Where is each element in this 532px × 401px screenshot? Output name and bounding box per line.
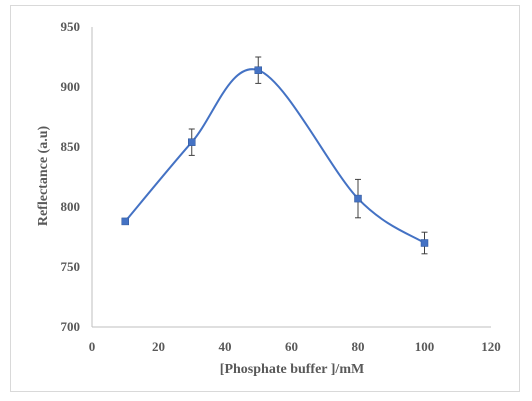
series-line [124, 68, 426, 244]
data-point [420, 239, 429, 247]
x-tick-label: 0 [89, 339, 96, 354]
x-tick-labels: 0 20 40 60 80 100 120 [89, 339, 501, 354]
x-tick-label: 40 [219, 339, 232, 354]
y-axis-title: Reflectance (a.u) [36, 126, 51, 227]
x-tick-label: 80 [352, 339, 365, 354]
y-tick-label: 800 [61, 199, 81, 214]
x-tick-label: 100 [415, 339, 435, 354]
y-tick-label: 900 [61, 79, 81, 94]
data-point [354, 194, 362, 203]
x-tick-label: 60 [285, 339, 298, 354]
x-tick-label: 20 [152, 339, 165, 354]
y-tick-label: 750 [61, 259, 81, 274]
data-markers [121, 66, 429, 247]
data-point [121, 217, 129, 226]
axes [91, 27, 491, 328]
data-point [254, 66, 262, 74]
y-tick-label: 700 [61, 319, 81, 334]
x-tick-label: 120 [481, 339, 501, 354]
y-tick-label: 850 [61, 139, 81, 154]
data-point [188, 138, 196, 146]
y-tick-label: 950 [61, 19, 81, 34]
x-axis-title: [Phosphate buffer ]/mM [220, 362, 364, 377]
y-tick-labels: 700 750 800 850 900 950 [61, 19, 81, 334]
